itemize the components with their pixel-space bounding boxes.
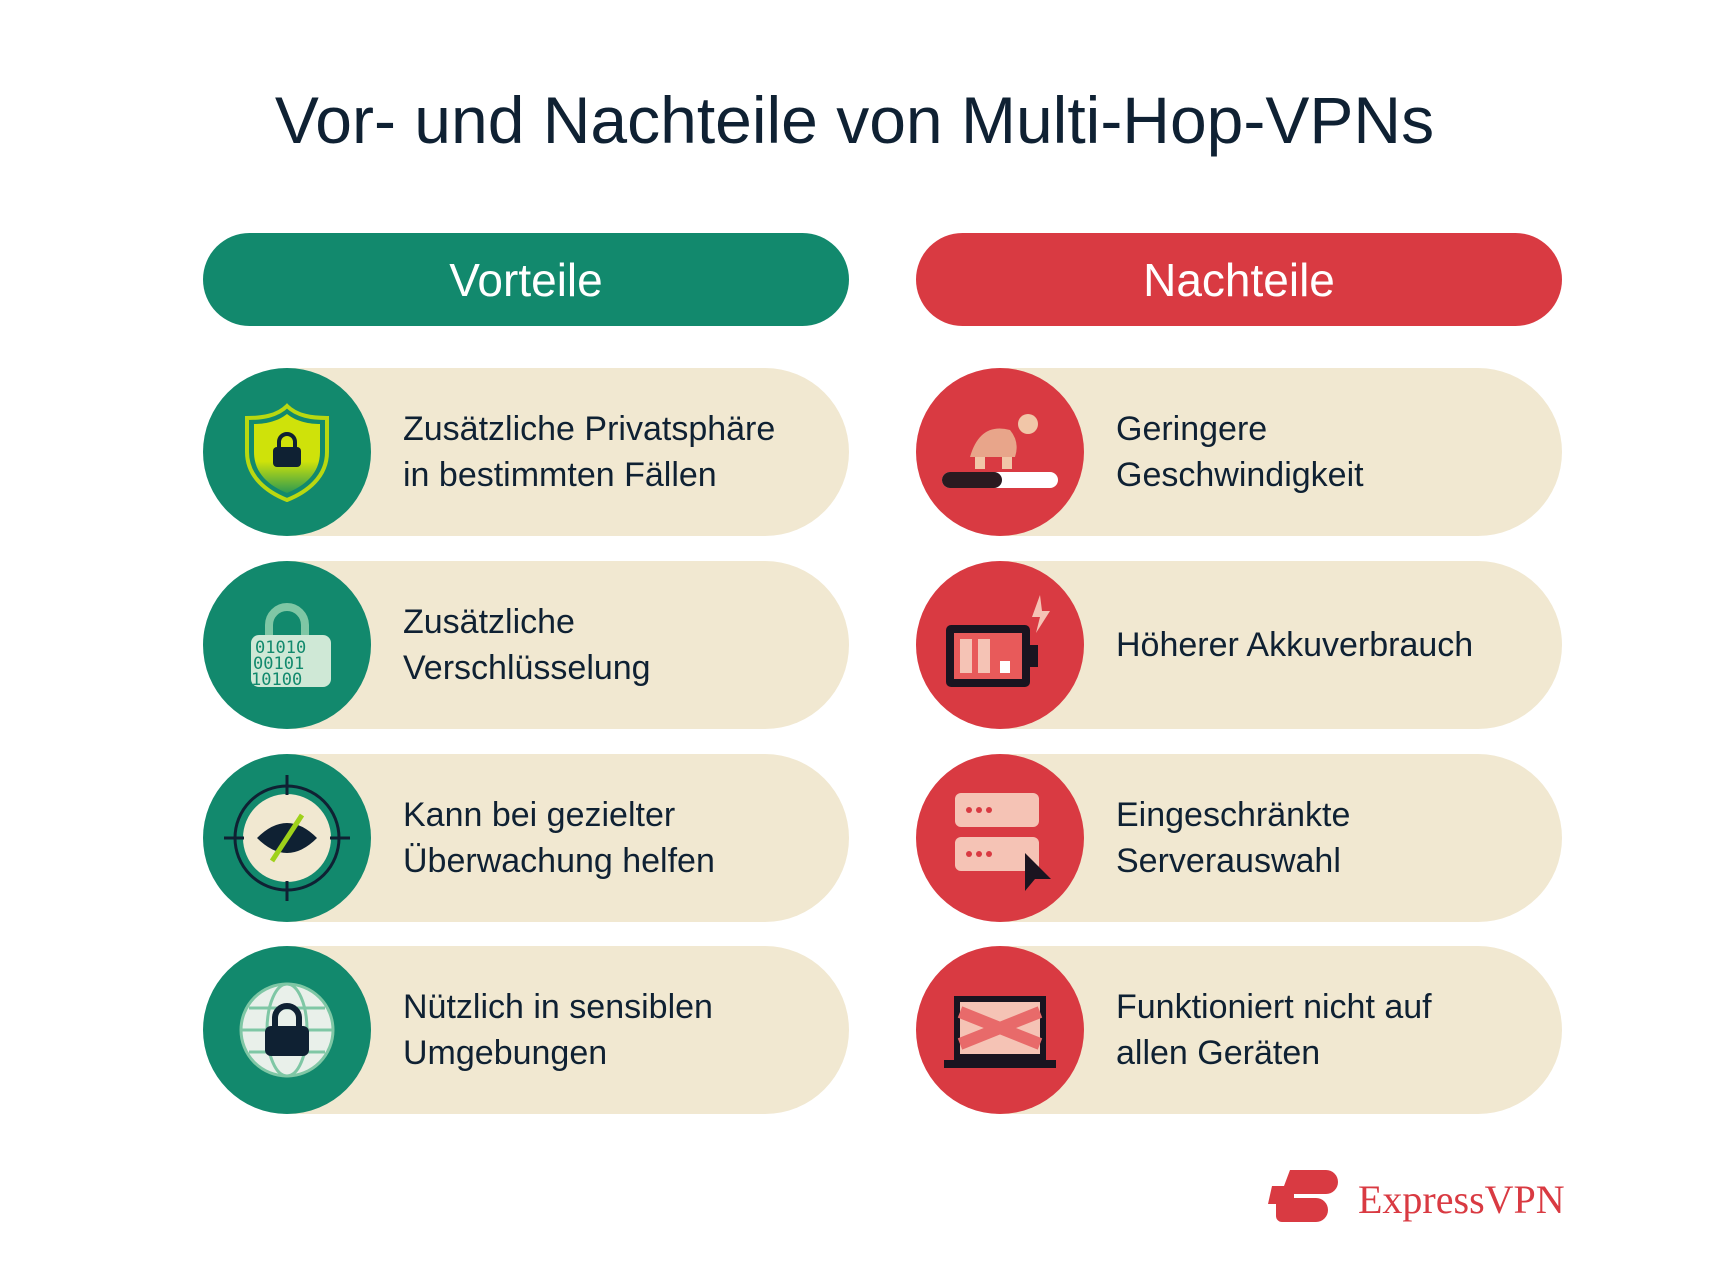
item-line: allen Geräten (1116, 1034, 1321, 1072)
turtle-slow-icon (916, 368, 1084, 536)
item-line: Überwachung helfen (403, 842, 715, 880)
item-line: Kann bei gezielter (403, 796, 676, 834)
item-card (996, 754, 1562, 922)
encrypted-lock-icon: 01010 00101 10100 (203, 561, 371, 729)
pro-item: 01010 00101 10100 Zusätzliche Verschlüsse… (203, 561, 849, 729)
pro-item: Nützlich in sensiblen Umgebungen (203, 946, 849, 1114)
item-line: Serverauswahl (1116, 842, 1341, 880)
con-item: Eingeschränkte Serverauswahl (916, 754, 1562, 922)
expressvpn-logo-icon (1268, 1170, 1338, 1222)
item-line: Umgebungen (403, 1034, 608, 1072)
svg-text:01010: 01010 (255, 638, 306, 658)
con-item: Höherer Akkuverbrauch (916, 561, 1562, 729)
con-item: Funktioniert nicht auf allen Geräten (916, 946, 1562, 1114)
item-card (996, 946, 1562, 1114)
pro-item: Kann bei gezielter Überwachung helfen (203, 754, 849, 922)
item-card (283, 368, 849, 536)
item-line: Höherer Akkuverbrauch (1116, 626, 1474, 664)
page-title: Vor- und Nachteile von Multi-Hop-VPNs (274, 83, 1435, 157)
item-line: Nützlich in sensiblen (403, 988, 713, 1026)
server-select-icon (916, 754, 1084, 922)
item-line: in bestimmten Fällen (403, 456, 717, 494)
battery-drain-icon (916, 561, 1084, 729)
laptop-blocked-icon (916, 946, 1084, 1114)
con-item: Geringere Geschwindigkeit (916, 368, 1562, 536)
item-line: Verschlüsselung (403, 649, 651, 687)
item-line: Geschwindigkeit (1116, 456, 1364, 494)
item-line: Zusätzliche (403, 603, 575, 641)
item-line: Eingeschränkte (1116, 796, 1351, 834)
svg-text:00101: 00101 (253, 654, 304, 674)
item-line: Funktioniert nicht auf (1116, 988, 1432, 1026)
logo-text: ExpressVPN (1358, 1176, 1565, 1222)
hidden-eye-target-icon (203, 754, 371, 922)
pro-item: Zusätzliche Privatsphäre in bestimmten Fä… (203, 368, 849, 536)
expressvpn-logo: ExpressVPN (1268, 1170, 1565, 1228)
item-card (283, 946, 849, 1114)
pros-header: Vorteile (203, 233, 849, 326)
item-card (283, 561, 849, 729)
globe-lock-icon (203, 946, 371, 1114)
item-line: Geringere (1116, 410, 1268, 448)
shield-lock-icon (203, 368, 371, 536)
item-line: Zusätzliche Privatsphäre (403, 410, 776, 448)
item-card (996, 368, 1562, 536)
cons-header: Nachteile (916, 233, 1562, 326)
item-card (283, 754, 849, 922)
item-card (996, 561, 1562, 729)
svg-text:10100: 10100 (251, 670, 302, 690)
